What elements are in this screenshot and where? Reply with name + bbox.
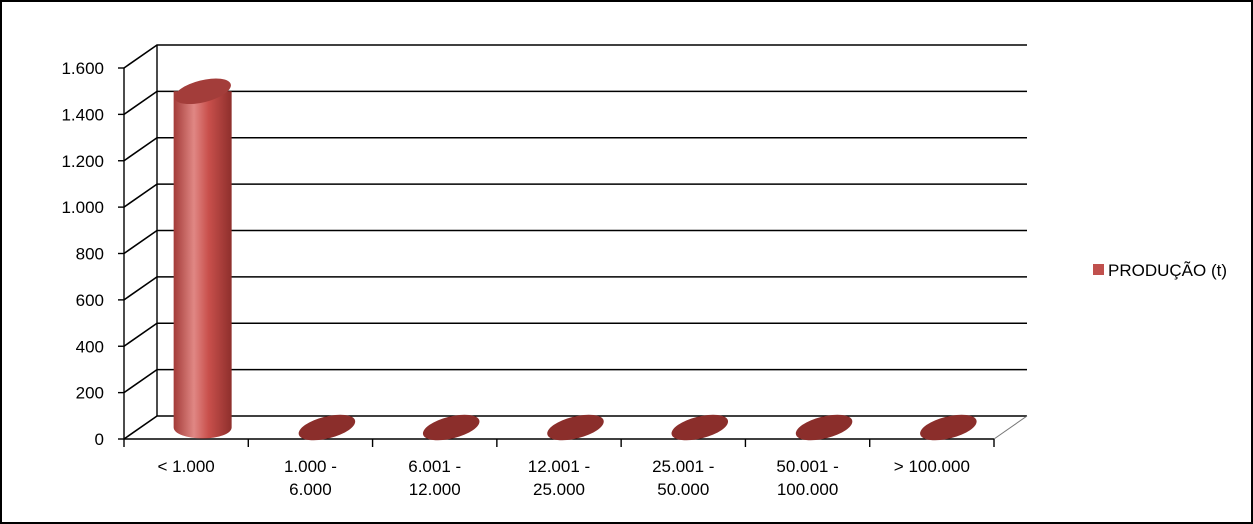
gridline bbox=[123, 90, 1027, 116]
bar-top bbox=[795, 414, 853, 441]
x-tick-label-line: 6.001 - bbox=[408, 457, 461, 476]
bar bbox=[920, 414, 977, 441]
bar-top bbox=[174, 78, 231, 105]
x-tick-label: 1.000 - 6.000 bbox=[284, 457, 337, 499]
x-tick-label-line: 12.000 bbox=[409, 480, 461, 499]
legend-swatch bbox=[1093, 264, 1104, 275]
x-tick-label-line: 50.001 - bbox=[776, 457, 838, 476]
y-tick-label: 800 bbox=[76, 245, 104, 264]
bar bbox=[671, 414, 729, 441]
x-tick-label: 12.001 - 25.000 bbox=[528, 457, 590, 499]
y-tick-label: 0 bbox=[95, 430, 104, 449]
x-tick-label: < 1.000 bbox=[158, 457, 215, 476]
y-tick-label: 1.400 bbox=[61, 105, 104, 124]
floor-edge bbox=[993, 415, 1028, 440]
gridline bbox=[123, 136, 1027, 162]
gridline bbox=[123, 322, 1027, 347]
x-tick-label: 50.001 - 100.000 bbox=[776, 457, 838, 499]
y-tick-label: 1.600 bbox=[61, 59, 104, 78]
bar bbox=[547, 414, 604, 441]
y-tick-label: 1.200 bbox=[61, 152, 104, 171]
bar-body bbox=[173, 91, 232, 439]
y-tick-label: 1.000 bbox=[61, 198, 104, 217]
bar-top bbox=[422, 414, 480, 441]
x-tick-label-line: < 1.000 bbox=[158, 457, 215, 476]
legend-layer: PRODUÇÃO (t) bbox=[1093, 261, 1227, 280]
bar-top bbox=[547, 414, 604, 441]
bar bbox=[173, 78, 232, 439]
x-tick-label: 6.001 - 12.000 bbox=[408, 457, 461, 499]
axis-layer bbox=[118, 45, 1028, 447]
x-tick-label-line: > 100.000 bbox=[894, 457, 970, 476]
bar-top bbox=[298, 414, 356, 441]
grid-layer bbox=[123, 44, 1027, 440]
y-tick-label: 200 bbox=[76, 384, 104, 403]
bar-layer bbox=[173, 78, 977, 441]
x-tick-label-line: 50.000 bbox=[657, 480, 709, 499]
x-tick-label-line: 1.000 - bbox=[284, 457, 337, 476]
x-tick-label-line: 25.000 bbox=[533, 480, 585, 499]
x-tick-label-line: 6.000 bbox=[289, 480, 332, 499]
bar bbox=[298, 414, 356, 441]
gridline bbox=[123, 183, 1027, 208]
gridline bbox=[123, 44, 1027, 69]
x-tick-label-line: 25.001 - bbox=[652, 457, 714, 476]
bar-top bbox=[671, 414, 729, 441]
x-tick-label: > 100.000 bbox=[894, 457, 970, 476]
label-layer: 0 200 400 600 800 1.000 1.200 1.400 1.600 < 1.000… bbox=[61, 59, 969, 499]
bar bbox=[795, 414, 853, 441]
bar-top bbox=[920, 414, 977, 441]
legend-label: PRODUÇÃO (t) bbox=[1108, 261, 1227, 280]
gridline bbox=[123, 276, 1027, 301]
x-tick-label-line: 12.001 - bbox=[528, 457, 590, 476]
x-tick-label: 25.001 - 50.000 bbox=[652, 457, 714, 499]
y-tick-label: 600 bbox=[76, 291, 104, 310]
y-tick-label: 400 bbox=[76, 337, 104, 356]
gridline bbox=[123, 368, 1027, 394]
x-tick-label-line: 100.000 bbox=[777, 480, 838, 499]
gridline bbox=[123, 229, 1027, 255]
bar bbox=[422, 414, 480, 441]
